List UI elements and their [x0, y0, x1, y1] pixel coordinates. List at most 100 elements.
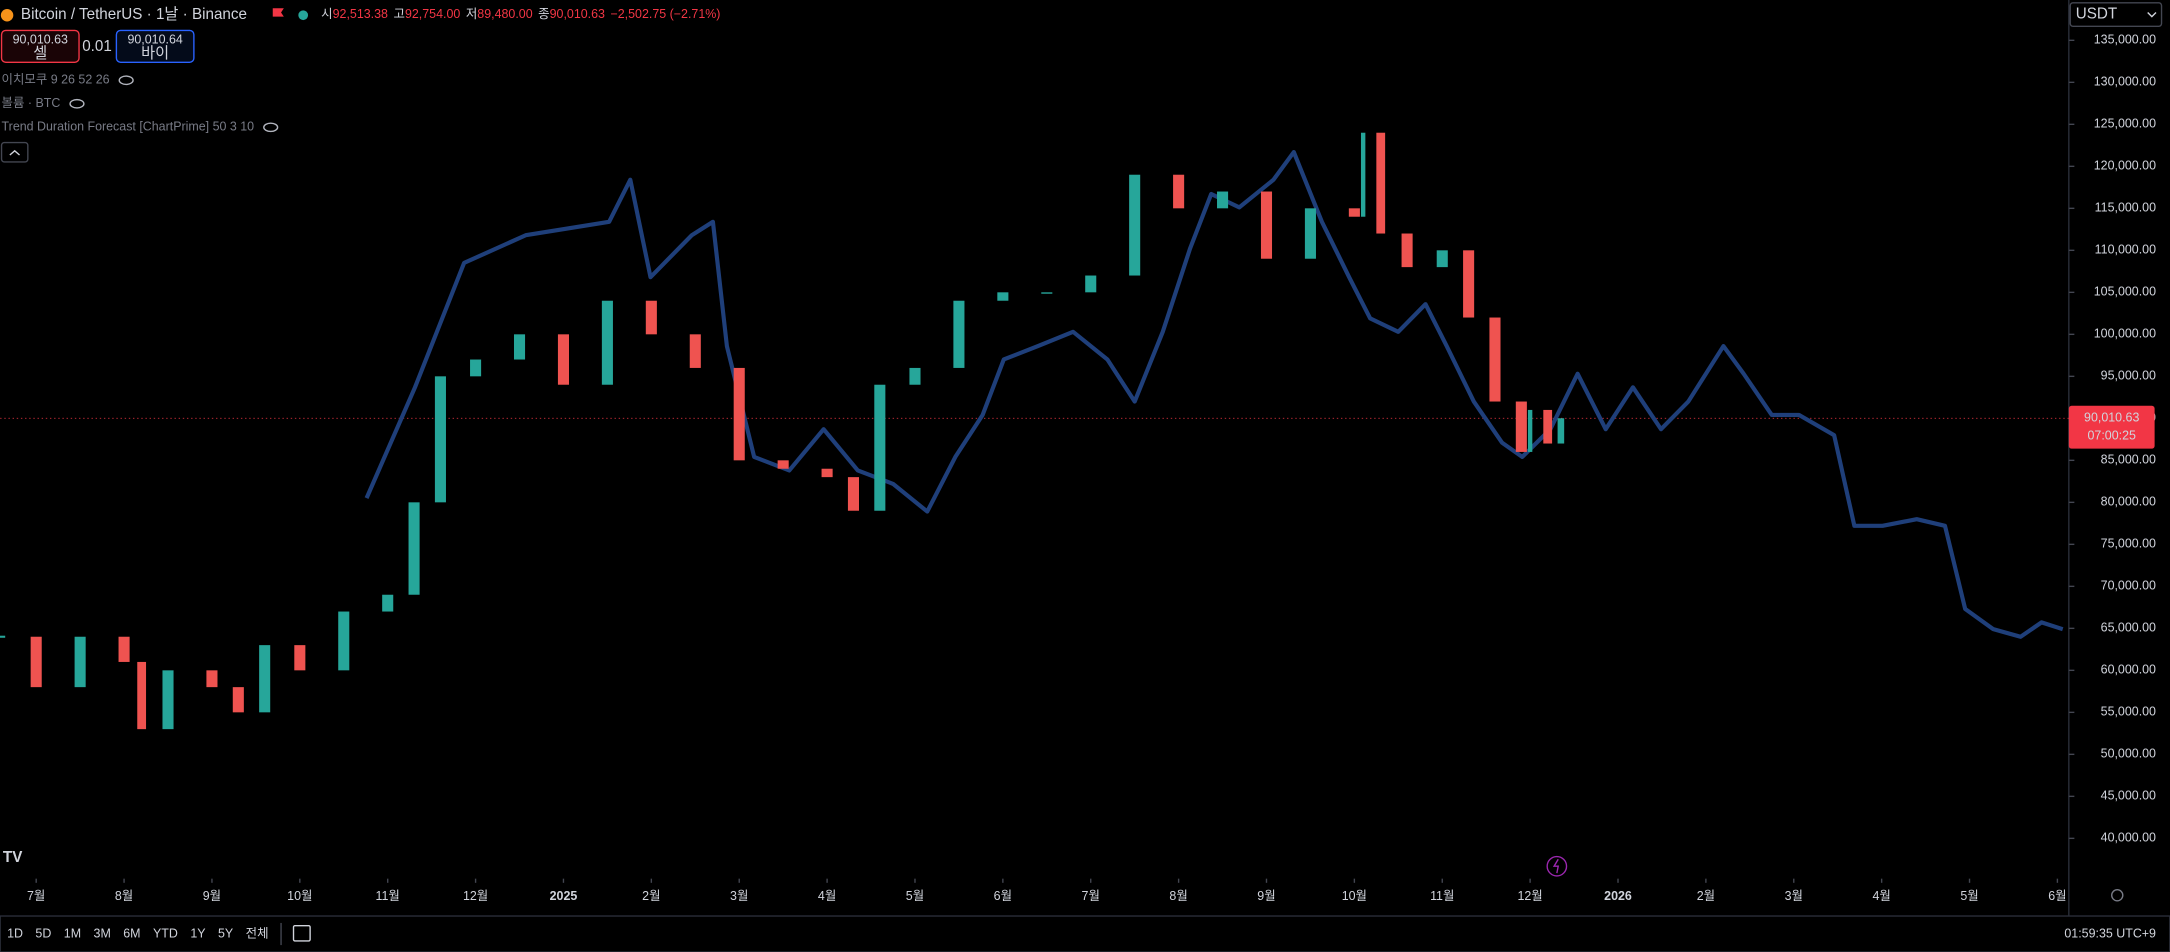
visibility-icon[interactable] — [263, 122, 279, 133]
currency-selector[interactable] — [2069, 2, 2163, 27]
sell-label[interactable]: 셀 — [33, 45, 47, 62]
candle — [338, 611, 350, 671]
tradingview-logo[interactable]: TV — [3, 849, 23, 866]
date-range-icon[interactable] — [292, 925, 311, 942]
indicator-label[interactable]: 이치모쿠 9 26 52 26 — [2, 73, 110, 87]
y-tick-label: 40,000.00 — [2101, 831, 2156, 845]
candle — [777, 460, 789, 469]
flag-icon[interactable] — [272, 8, 284, 17]
last-price-label: 90,010.63 — [2084, 411, 2139, 425]
events-icon[interactable] — [1546, 855, 1568, 877]
candle — [232, 687, 244, 713]
x-tick-label: 11월 — [1430, 889, 1454, 903]
x-tick-label: 2월 — [1697, 889, 1715, 903]
indicator-label[interactable]: Trend Duration Forecast [ChartPrime] 50 … — [2, 120, 255, 134]
candle — [30, 636, 42, 688]
x-tick-label: 10월 — [1342, 889, 1367, 903]
visibility-icon[interactable] — [118, 75, 134, 86]
candle — [1360, 132, 1366, 217]
candle — [1515, 401, 1527, 452]
candle — [259, 645, 271, 713]
y-tick-label: 130,000.00 — [2094, 75, 2156, 89]
settings-icon[interactable] — [2111, 889, 2124, 902]
candle — [874, 384, 886, 511]
range-button[interactable]: 1M — [64, 926, 81, 940]
ohlc-label: 고 — [394, 8, 405, 22]
range-button[interactable]: 5Y — [218, 926, 234, 940]
bottom-toolbar — [0, 915, 2170, 952]
y-tick-label: 135,000.00 — [2094, 33, 2156, 47]
x-tick-label: 9월 — [203, 889, 221, 903]
collapse-icon — [9, 149, 20, 156]
candle — [689, 334, 701, 368]
collapse-button[interactable] — [0, 141, 29, 163]
candle — [645, 300, 657, 335]
visibility-icon[interactable] — [69, 98, 85, 109]
y-tick-label: 60,000.00 — [2101, 663, 2156, 677]
x-tick-label: 2026 — [1604, 889, 1632, 903]
candle — [1463, 250, 1475, 318]
candle — [74, 636, 86, 688]
candle — [1260, 191, 1273, 259]
ohlc-value: 92,754.00 — [405, 8, 460, 22]
ohlc-label: 시 — [321, 8, 332, 22]
candle — [137, 661, 147, 730]
candle — [1557, 418, 1565, 444]
candle — [1376, 132, 1386, 234]
currency[interactable]: USDT — [2076, 6, 2117, 23]
candle — [557, 334, 569, 385]
candle — [847, 477, 859, 511]
range-button[interactable]: 1D — [7, 926, 23, 940]
candle — [408, 502, 420, 595]
x-tick-label: 4월 — [1872, 889, 1890, 903]
dropdown-icon — [2147, 11, 2157, 18]
candle — [1217, 191, 1229, 209]
candle — [1041, 292, 1053, 294]
candle — [434, 376, 446, 503]
range-button[interactable]: YTD — [153, 926, 178, 940]
range-button[interactable]: 1Y — [190, 926, 206, 940]
x-tick-label: 10월 — [287, 889, 312, 903]
y-tick-label: 70,000.00 — [2101, 579, 2156, 593]
x-tick-label: 9월 — [1257, 889, 1275, 903]
x-tick-label: 3월 — [730, 889, 748, 903]
candle — [162, 670, 174, 730]
range-button[interactable]: 6M — [123, 926, 140, 940]
x-tick-label: 3월 — [1785, 889, 1803, 903]
x-tick-label: 8월 — [1169, 889, 1187, 903]
range-button[interactable]: 3M — [94, 926, 111, 940]
ohlc-value: 89,480.00 — [477, 8, 532, 22]
sell-button[interactable] — [0, 29, 80, 63]
y-tick-label: 100,000.00 — [2094, 327, 2156, 341]
x-tick-label: 2월 — [642, 889, 660, 903]
ohlc-label: 저 — [466, 8, 477, 22]
x-tick-label: 5월 — [1960, 889, 1978, 903]
range-button[interactable]: 5D — [35, 926, 51, 940]
y-tick-label: 95,000.00 — [2101, 369, 2156, 383]
x-tick-label: 7월 — [27, 889, 45, 903]
x-tick-label: 7월 — [1082, 889, 1100, 903]
range-button[interactable]: 전체 — [246, 926, 269, 940]
candle — [953, 300, 965, 368]
ohlc-value: 92,513.38 — [333, 8, 388, 22]
buy-label[interactable]: 바이 — [141, 45, 169, 62]
candle — [1129, 174, 1141, 276]
buy-price[interactable]: 90,010.64 — [127, 32, 182, 46]
indicator-label[interactable]: 볼륨 · BTC — [2, 96, 61, 110]
candle — [1348, 208, 1360, 217]
candle — [733, 367, 745, 461]
y-tick-label: 105,000.00 — [2094, 285, 2156, 299]
symbol-title: Bitcoin / TetherUS · 1날 · Binance — [21, 6, 247, 23]
candle — [1489, 317, 1501, 402]
x-tick-label: 12월 — [1517, 889, 1542, 903]
y-tick-label: 120,000.00 — [2094, 159, 2156, 173]
sell-price[interactable]: 90,010.63 — [13, 32, 68, 46]
spread: 0.01 — [82, 38, 112, 55]
y-tick-label: 85,000.00 — [2101, 453, 2156, 467]
x-tick-label: 4월 — [818, 889, 836, 903]
y-tick-label: 115,000.00 — [2095, 201, 2156, 215]
buy-button[interactable] — [115, 29, 195, 63]
y-tick-label: 55,000.00 — [2101, 705, 2156, 719]
